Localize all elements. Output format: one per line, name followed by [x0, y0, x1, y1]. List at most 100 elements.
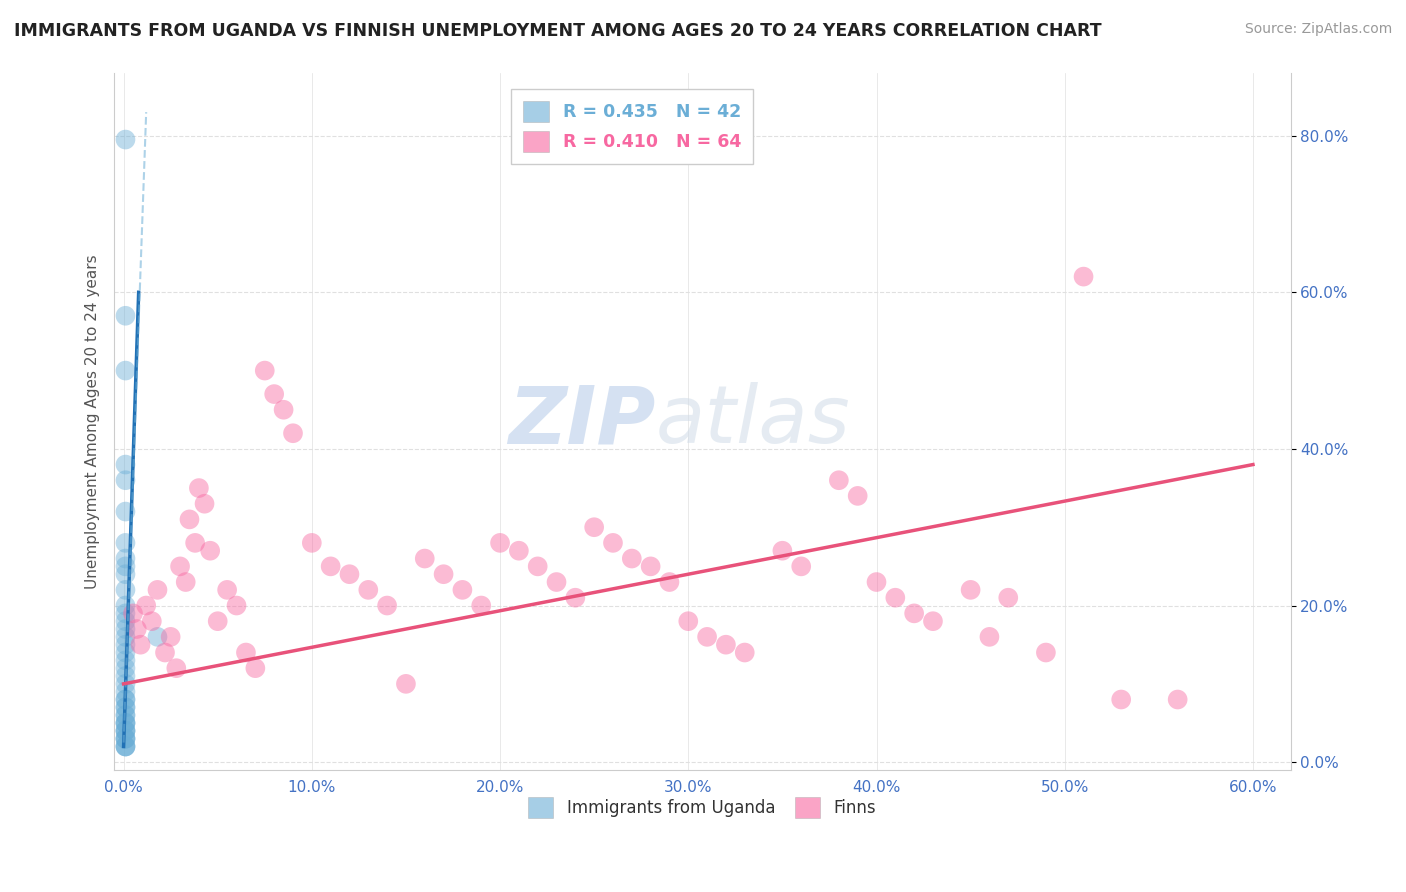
Point	[114, 716, 136, 731]
Point	[114, 684, 136, 698]
Point	[564, 591, 586, 605]
Point	[114, 692, 136, 706]
Point	[114, 551, 136, 566]
Point	[114, 692, 136, 706]
Point	[169, 559, 191, 574]
Point	[114, 614, 136, 628]
Point	[678, 614, 700, 628]
Point	[114, 700, 136, 714]
Point	[413, 551, 436, 566]
Point	[235, 646, 257, 660]
Point	[922, 614, 945, 628]
Point	[114, 363, 136, 377]
Point	[187, 481, 209, 495]
Point	[114, 708, 136, 723]
Point	[153, 646, 176, 660]
Point	[339, 567, 361, 582]
Point	[1109, 692, 1132, 706]
Point	[114, 708, 136, 723]
Point	[1167, 692, 1189, 706]
Text: atlas: atlas	[655, 383, 851, 460]
Point	[207, 614, 229, 628]
Point	[122, 607, 145, 621]
Point	[114, 731, 136, 746]
Point	[903, 607, 925, 621]
Point	[114, 559, 136, 574]
Point	[245, 661, 267, 675]
Point	[129, 638, 152, 652]
Point	[165, 661, 187, 675]
Point	[790, 559, 813, 574]
Point	[583, 520, 606, 534]
Point	[159, 630, 181, 644]
Point	[114, 677, 136, 691]
Point	[114, 739, 136, 754]
Point	[114, 599, 136, 613]
Point	[526, 559, 548, 574]
Point	[319, 559, 342, 574]
Point	[602, 536, 624, 550]
Point	[470, 599, 492, 613]
Point	[884, 591, 907, 605]
Point	[301, 536, 323, 550]
Point	[125, 622, 148, 636]
Point	[281, 426, 304, 441]
Point	[193, 497, 215, 511]
Point	[179, 512, 201, 526]
Point	[357, 582, 380, 597]
Point	[114, 739, 136, 754]
Point	[114, 723, 136, 738]
Point	[114, 669, 136, 683]
Point	[997, 591, 1019, 605]
Point	[489, 536, 512, 550]
Point	[451, 582, 474, 597]
Point	[714, 638, 737, 652]
Point	[620, 551, 643, 566]
Point	[640, 559, 662, 574]
Text: ZIP: ZIP	[508, 383, 655, 460]
Point	[114, 607, 136, 621]
Point	[114, 309, 136, 323]
Point	[734, 646, 756, 660]
Point	[696, 630, 718, 644]
Point	[770, 543, 793, 558]
Point	[114, 716, 136, 731]
Point	[146, 630, 169, 644]
Point	[273, 402, 295, 417]
Text: Source: ZipAtlas.com: Source: ZipAtlas.com	[1244, 22, 1392, 37]
Point	[114, 622, 136, 636]
Text: IMMIGRANTS FROM UGANDA VS FINNISH UNEMPLOYMENT AMONG AGES 20 TO 24 YEARS CORRELA: IMMIGRANTS FROM UGANDA VS FINNISH UNEMPL…	[14, 22, 1102, 40]
Point	[114, 504, 136, 518]
Point	[114, 653, 136, 667]
Point	[135, 599, 157, 613]
Point	[114, 723, 136, 738]
Point	[141, 614, 163, 628]
Point	[114, 582, 136, 597]
Point	[508, 543, 530, 558]
Point	[114, 700, 136, 714]
Point	[114, 716, 136, 731]
Point	[114, 458, 136, 472]
Point	[846, 489, 869, 503]
Point	[114, 567, 136, 582]
Point	[114, 536, 136, 550]
Point	[114, 630, 136, 644]
Point	[1035, 646, 1057, 660]
Point	[217, 582, 239, 597]
Point	[546, 575, 568, 590]
Point	[979, 630, 1001, 644]
Point	[184, 536, 207, 550]
Point	[114, 646, 136, 660]
Point	[432, 567, 454, 582]
Point	[395, 677, 418, 691]
Point	[114, 473, 136, 487]
Point	[114, 638, 136, 652]
Point	[114, 731, 136, 746]
Point	[114, 739, 136, 754]
Point	[959, 582, 981, 597]
Point	[114, 723, 136, 738]
Point	[198, 543, 221, 558]
Point	[146, 582, 169, 597]
Point	[174, 575, 197, 590]
Point	[225, 599, 247, 613]
